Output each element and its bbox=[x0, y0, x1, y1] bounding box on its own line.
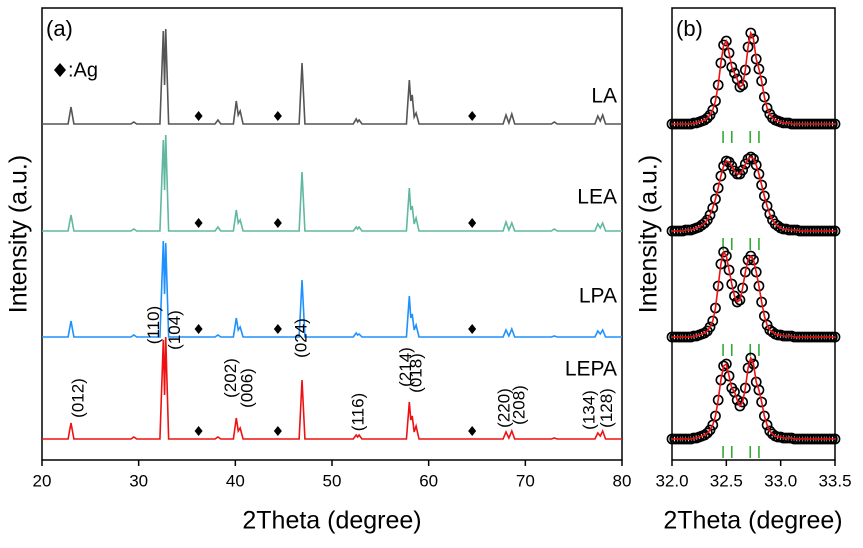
data-point bbox=[764, 208, 776, 220]
data-point bbox=[701, 112, 713, 124]
x-tick-label: 32.5 bbox=[710, 471, 743, 490]
ag-marker bbox=[273, 218, 282, 228]
x-tick-label: 20 bbox=[33, 471, 52, 490]
peak-label: (024) bbox=[291, 318, 310, 358]
x-tick-label: 50 bbox=[323, 471, 342, 490]
ag-marker bbox=[273, 111, 282, 121]
data-point bbox=[699, 217, 710, 229]
data-point bbox=[699, 327, 710, 339]
data-point bbox=[731, 394, 743, 406]
panel-label: (b) bbox=[676, 16, 703, 41]
data-point bbox=[712, 182, 724, 194]
y-axis-title: Intensity (a.u.) bbox=[5, 155, 33, 313]
fit-line bbox=[672, 30, 835, 125]
ag-marker bbox=[194, 324, 203, 334]
ag-marker bbox=[194, 426, 203, 436]
ag-marker bbox=[273, 426, 282, 436]
data-point bbox=[720, 35, 732, 47]
data-point bbox=[707, 315, 719, 327]
data-point bbox=[720, 358, 732, 370]
data-point bbox=[756, 396, 768, 408]
peak-label: (116) bbox=[349, 393, 368, 431]
data-point bbox=[745, 352, 757, 364]
data-point bbox=[718, 360, 730, 372]
data-point bbox=[761, 419, 773, 431]
data-point bbox=[720, 250, 732, 262]
series-label: LEA bbox=[577, 186, 617, 209]
spectrum-line bbox=[42, 28, 622, 126]
plot-frame-a bbox=[41, 7, 623, 461]
data-point bbox=[753, 63, 765, 75]
data-point bbox=[729, 165, 740, 177]
data-point bbox=[710, 193, 721, 205]
ag-marker bbox=[194, 111, 203, 121]
data-point bbox=[737, 79, 749, 91]
data-point bbox=[737, 164, 749, 176]
data-point bbox=[734, 294, 746, 306]
data-point bbox=[704, 321, 716, 333]
fit-line bbox=[672, 156, 835, 232]
peak-label: (104) bbox=[165, 310, 184, 350]
ag-marker bbox=[273, 324, 282, 334]
x-tick-label: 40 bbox=[226, 471, 245, 490]
data-point bbox=[723, 47, 735, 59]
fit-line bbox=[672, 250, 835, 338]
x-tick-label: 70 bbox=[516, 471, 535, 490]
peak-label: (128) bbox=[597, 388, 616, 428]
data-point bbox=[723, 370, 735, 382]
data-point bbox=[715, 170, 727, 182]
peak-label: (214) bbox=[396, 347, 415, 387]
ag-marker bbox=[468, 324, 477, 334]
peak-label: (134) bbox=[579, 390, 598, 430]
spectrum-line bbox=[42, 134, 622, 233]
data-point bbox=[726, 61, 738, 73]
data-point bbox=[753, 384, 765, 396]
ag-marker bbox=[194, 218, 203, 228]
x-tick-label: 32.0 bbox=[655, 471, 688, 490]
peak-label: (208) bbox=[509, 385, 528, 425]
x-tick-label: 33.0 bbox=[764, 471, 797, 490]
x-axis-title: 2Theta (degree) bbox=[242, 507, 421, 535]
peak-label: (018) bbox=[407, 353, 426, 393]
data-point bbox=[750, 266, 762, 278]
panel-label: (a) bbox=[46, 16, 73, 41]
ag-marker bbox=[468, 426, 477, 436]
peak-label: (012) bbox=[68, 378, 87, 418]
series-label: LPA bbox=[579, 285, 617, 308]
x-tick-label: 60 bbox=[419, 471, 438, 490]
data-point bbox=[701, 427, 713, 439]
data-point bbox=[745, 27, 757, 39]
x-tick-label: 30 bbox=[129, 471, 148, 490]
spectrum-line bbox=[42, 240, 622, 338]
peak-label: (110) bbox=[144, 306, 163, 344]
data-point bbox=[758, 190, 770, 202]
data-point bbox=[753, 168, 765, 180]
data-point bbox=[734, 81, 746, 93]
y-axis-title: Intensity (a.u.) bbox=[635, 155, 663, 313]
peak-label: (202) bbox=[221, 358, 240, 398]
peak-label: (220) bbox=[494, 388, 513, 428]
data-point bbox=[726, 278, 738, 290]
peak-label: (006) bbox=[238, 368, 257, 408]
x-tick-label: 33.5 bbox=[818, 471, 851, 490]
ag-marker bbox=[468, 218, 477, 228]
series-label: LEPA bbox=[565, 358, 617, 381]
data-point bbox=[756, 179, 768, 191]
x-axis-title: 2Theta (degree) bbox=[663, 507, 842, 535]
legend-diamond bbox=[54, 63, 66, 77]
spectrum-line bbox=[42, 336, 622, 440]
data-point bbox=[745, 151, 757, 163]
x-tick-label: 80 bbox=[613, 471, 632, 490]
series-label: LA bbox=[591, 85, 617, 108]
ag-marker bbox=[468, 111, 477, 121]
data-point bbox=[729, 67, 740, 79]
data-point bbox=[723, 264, 735, 276]
data-point bbox=[761, 102, 773, 114]
legend-label: :Ag bbox=[68, 59, 98, 81]
fit-line bbox=[672, 355, 835, 440]
data-point bbox=[704, 209, 716, 221]
data-point bbox=[731, 296, 743, 308]
